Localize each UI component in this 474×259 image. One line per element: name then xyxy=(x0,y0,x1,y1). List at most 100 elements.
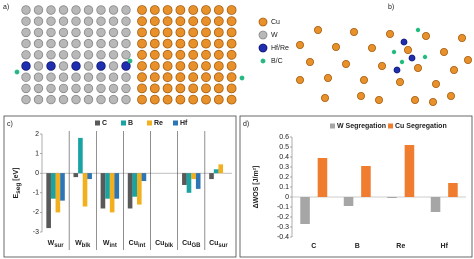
y-tick-label: -1 xyxy=(33,190,39,197)
legend-label: Hf xyxy=(180,120,188,127)
atom xyxy=(226,94,237,105)
legend-label: C xyxy=(102,120,107,127)
atom xyxy=(33,27,44,38)
atom xyxy=(226,38,237,49)
atom xyxy=(446,92,455,101)
x-tick-label: CuGB xyxy=(182,240,201,249)
category-part: W xyxy=(103,240,110,247)
x-tick-label: Re xyxy=(396,243,405,250)
atom xyxy=(175,94,186,105)
bar xyxy=(109,173,115,213)
atom xyxy=(175,72,186,83)
bar xyxy=(82,173,88,207)
atom xyxy=(121,16,131,26)
category-part: W xyxy=(48,240,55,247)
atom xyxy=(374,96,383,105)
atom xyxy=(83,72,94,82)
bar xyxy=(50,173,56,199)
atom xyxy=(58,61,69,71)
atom xyxy=(463,56,472,65)
y-tick-label: 0.5 xyxy=(279,144,289,151)
panel-frame xyxy=(3,115,237,258)
atom xyxy=(149,5,160,15)
atom xyxy=(213,5,224,15)
panel-label: b) xyxy=(388,4,394,11)
atom xyxy=(14,69,20,75)
atom xyxy=(96,16,106,26)
atom xyxy=(108,50,119,60)
atom xyxy=(46,83,56,94)
atom xyxy=(422,54,428,60)
atom xyxy=(121,5,131,15)
atom xyxy=(108,94,119,105)
y-tick-label: 0 xyxy=(35,170,39,177)
atom xyxy=(96,50,106,60)
atom xyxy=(213,38,224,49)
bar xyxy=(387,197,397,198)
atom xyxy=(320,94,329,103)
atom xyxy=(399,59,405,65)
atom xyxy=(188,16,199,27)
y-label-part: E xyxy=(13,194,20,199)
y-label-part: ΔWOS [J/m²] xyxy=(253,166,260,209)
atom xyxy=(408,54,416,62)
atom xyxy=(175,27,186,38)
atom xyxy=(71,83,81,94)
atom xyxy=(341,60,350,69)
atom xyxy=(260,58,266,64)
atom xyxy=(46,72,56,82)
x-tick-label: Cuint xyxy=(129,240,146,249)
category-part: sur xyxy=(54,243,64,249)
atom xyxy=(71,72,81,82)
atom xyxy=(201,27,211,38)
atom xyxy=(226,49,237,60)
atom xyxy=(258,30,268,40)
atom xyxy=(313,25,322,34)
atom xyxy=(96,72,106,82)
bar xyxy=(195,173,201,189)
atom xyxy=(201,5,211,15)
y-tick-label: -0.2 xyxy=(277,214,289,221)
atom xyxy=(149,27,160,38)
y-tick-label: -0.4 xyxy=(277,234,289,241)
atom xyxy=(137,61,147,71)
x-tick-label: B xyxy=(355,243,360,250)
atom xyxy=(21,94,31,105)
atom xyxy=(149,94,160,105)
atom xyxy=(175,49,186,60)
atom xyxy=(108,72,119,82)
atom xyxy=(149,83,160,94)
y-label-part: [eV] xyxy=(13,167,20,182)
atom xyxy=(46,61,56,71)
atom xyxy=(71,16,81,26)
atom xyxy=(258,17,268,27)
x-tick-label: Wsur xyxy=(48,240,65,249)
atom xyxy=(33,16,44,26)
category-part: Re xyxy=(396,243,405,250)
bar xyxy=(73,173,79,178)
atom xyxy=(213,83,224,94)
bar xyxy=(55,173,61,213)
panel-label: d) xyxy=(243,121,249,128)
legend-label: W Segregation xyxy=(337,123,386,130)
atom xyxy=(121,61,131,71)
atom xyxy=(403,46,412,55)
bar xyxy=(317,158,328,197)
atom xyxy=(108,16,119,26)
atom xyxy=(71,50,81,60)
legend-label: B/C xyxy=(271,58,283,65)
atom xyxy=(323,74,332,83)
atom xyxy=(21,5,31,15)
atom xyxy=(393,66,401,74)
atom xyxy=(137,83,147,94)
category-part: blk xyxy=(82,243,91,249)
atom xyxy=(137,49,147,60)
atom xyxy=(201,83,211,94)
atom xyxy=(33,94,44,105)
bar xyxy=(87,173,92,180)
category-part: blk xyxy=(164,243,173,249)
atom xyxy=(137,16,147,27)
atom xyxy=(359,76,368,85)
atom xyxy=(71,38,81,49)
atom xyxy=(391,49,397,55)
